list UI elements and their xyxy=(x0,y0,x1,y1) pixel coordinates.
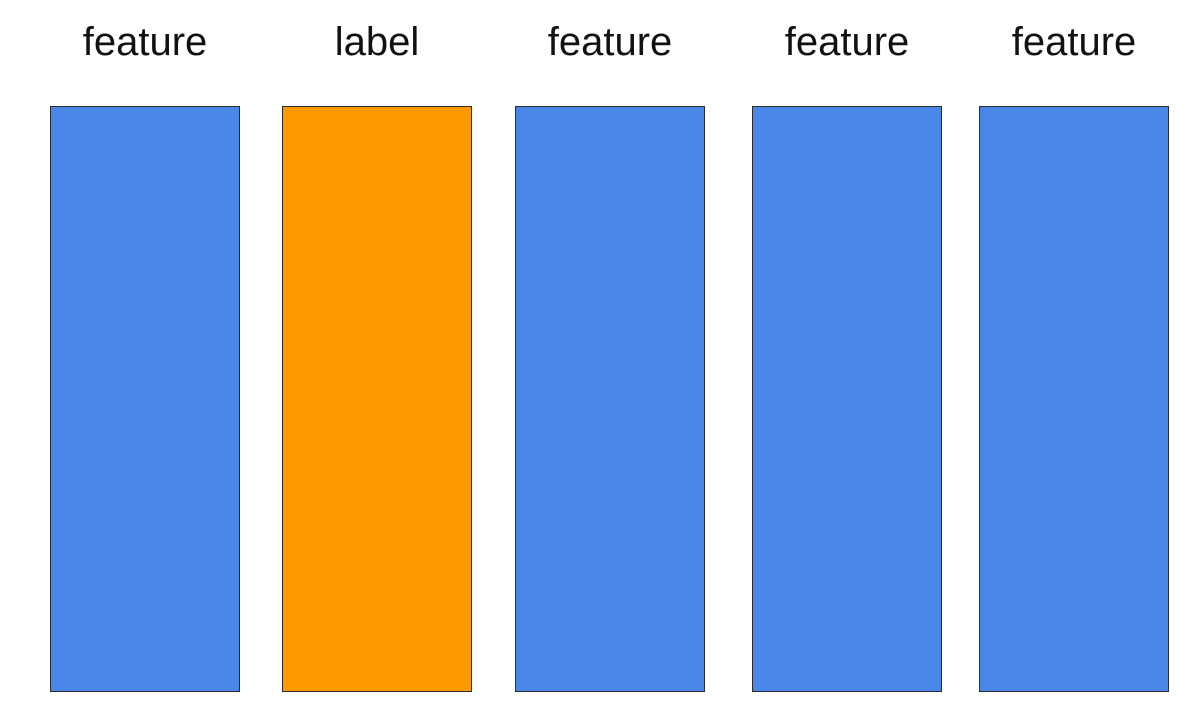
column-1: feature xyxy=(50,0,240,711)
column-1-bar xyxy=(50,106,240,692)
column-3: feature xyxy=(515,0,705,711)
column-2-label: label xyxy=(334,20,420,64)
column-2: label xyxy=(282,0,472,711)
column-5-bar xyxy=(979,106,1169,692)
column-4-label: feature xyxy=(784,20,910,64)
column-2-bar xyxy=(282,106,472,692)
column-4: feature xyxy=(752,0,942,711)
column-5: feature xyxy=(979,0,1169,711)
column-4-bar xyxy=(752,106,942,692)
column-5-label: feature xyxy=(1011,20,1137,64)
column-1-label: feature xyxy=(82,20,208,64)
column-3-label: feature xyxy=(547,20,673,64)
column-3-bar xyxy=(515,106,705,692)
